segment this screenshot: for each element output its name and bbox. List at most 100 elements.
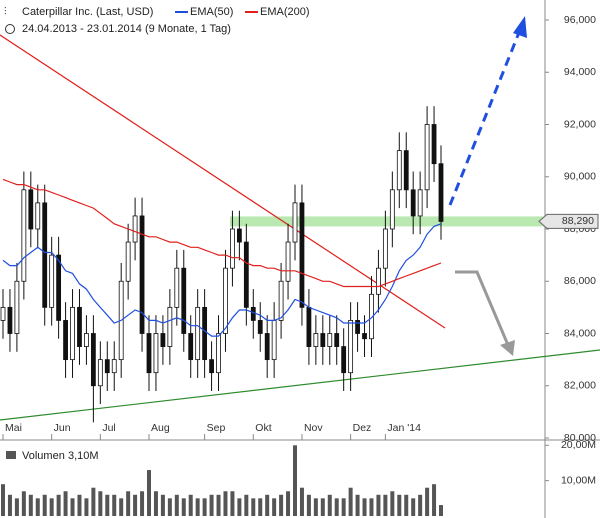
volume-bar xyxy=(320,498,325,516)
volume-title: Volumen xyxy=(22,450,65,462)
candle-body xyxy=(369,293,374,340)
candle-body xyxy=(42,202,48,308)
volume-bar xyxy=(28,494,33,516)
volume-bar xyxy=(432,484,437,516)
volume-bar xyxy=(147,470,151,516)
candle-body xyxy=(0,306,6,321)
candle-body xyxy=(111,359,117,374)
ema-line xyxy=(2,223,442,337)
volume-bar xyxy=(383,494,388,516)
x-tick-label: Okt xyxy=(255,422,271,434)
candle-body xyxy=(313,333,319,347)
candle-body xyxy=(21,189,27,282)
volume-bar xyxy=(195,498,200,516)
candle-body xyxy=(70,306,75,361)
volume-bar xyxy=(7,494,12,516)
volume-bar xyxy=(14,498,19,516)
y-tick-label: 92,000 xyxy=(564,118,596,130)
candle-body xyxy=(257,320,263,334)
volume-bar xyxy=(209,494,214,516)
candle-body xyxy=(35,202,41,230)
volume-bar xyxy=(202,498,207,516)
candle-body xyxy=(438,163,444,222)
candle-body xyxy=(334,333,340,347)
candle-body xyxy=(278,280,284,321)
volume-bar xyxy=(77,494,82,516)
volume-bar xyxy=(390,491,395,516)
candle-body xyxy=(167,306,173,347)
candle-body xyxy=(292,202,298,243)
volume-last-label: 3,10M xyxy=(68,450,99,462)
candle-body xyxy=(236,228,242,243)
candle-body xyxy=(195,306,201,361)
x-tick-label: Jul xyxy=(102,422,115,434)
candle-body xyxy=(264,333,270,361)
volume-bar xyxy=(251,498,256,516)
volume-bar xyxy=(105,494,110,516)
price-tag-label: 88,290 xyxy=(562,215,594,227)
candle-body xyxy=(230,228,235,269)
volume-bar xyxy=(98,491,103,516)
candle-body xyxy=(341,346,347,374)
candle-body xyxy=(97,359,103,387)
volume-bar xyxy=(160,494,165,516)
volume-bar xyxy=(362,498,367,516)
candle-body xyxy=(125,241,131,282)
chart-subtitle: 24.04.2013 - 23.01.2014 (9 Monate, 1 Tag… xyxy=(22,23,231,35)
candle-body xyxy=(132,215,138,243)
volume-bar xyxy=(126,491,131,516)
volume-bar xyxy=(369,498,374,516)
y-tick-label: 80,000 xyxy=(564,432,596,444)
volume-bar xyxy=(334,498,339,516)
volume-bar xyxy=(376,494,381,516)
candle-body xyxy=(250,306,256,321)
candle-body xyxy=(271,320,277,361)
y-tick-label: 90,000 xyxy=(564,171,596,183)
candle-body xyxy=(56,254,62,321)
volume-bar xyxy=(286,491,291,516)
candle-body xyxy=(28,189,34,230)
volume-bar xyxy=(230,491,235,516)
volume-bar xyxy=(188,494,193,516)
y-tick-label: 84,000 xyxy=(564,327,596,339)
candle-body xyxy=(7,306,13,334)
volume-bar xyxy=(265,494,270,516)
candle-body xyxy=(410,189,416,217)
x-tick-label: Nov xyxy=(304,422,323,434)
support-band xyxy=(230,216,545,227)
candle-body xyxy=(146,333,152,374)
candle-body xyxy=(243,241,249,308)
volume-bar xyxy=(174,494,179,516)
candle-body xyxy=(14,280,20,334)
candle-body xyxy=(104,359,110,374)
volume-bar xyxy=(153,491,158,516)
volume-bar xyxy=(341,498,346,516)
y-tick-label: 82,000 xyxy=(564,380,596,392)
volume-bar xyxy=(313,498,318,516)
volume-bar xyxy=(425,487,430,516)
candle-body xyxy=(362,333,367,340)
candle-body xyxy=(382,228,388,269)
candle-body xyxy=(63,320,68,361)
candle-body xyxy=(77,306,82,347)
volume-bar xyxy=(63,491,68,516)
volume-bar xyxy=(223,491,228,516)
volume-bar xyxy=(119,498,124,516)
volume-bar xyxy=(397,494,402,516)
volume-bar xyxy=(439,505,443,516)
candle-body xyxy=(389,189,395,230)
candle-body xyxy=(320,333,326,347)
volume-bar xyxy=(237,498,242,516)
volume-bar xyxy=(133,494,138,516)
x-tick-label: Mai xyxy=(5,422,22,434)
candle-body xyxy=(431,124,437,165)
clock-icon xyxy=(5,24,15,34)
candle-body xyxy=(49,254,55,308)
candle-body xyxy=(84,333,89,347)
candle-body xyxy=(223,267,228,334)
candle-body xyxy=(327,333,333,347)
volume-bar xyxy=(327,494,332,516)
volume-tick-label: 10,00M xyxy=(561,474,596,486)
candle-body xyxy=(403,150,409,191)
chart-icon: ⫶ xyxy=(4,7,7,18)
